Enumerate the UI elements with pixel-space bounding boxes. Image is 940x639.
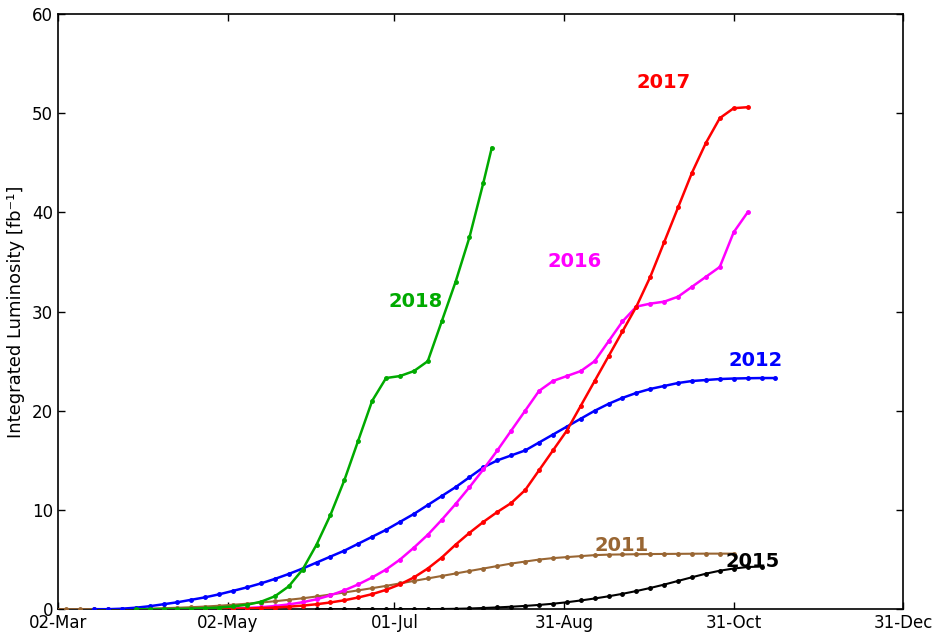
Y-axis label: Integrated Luminosity [fb⁻¹]: Integrated Luminosity [fb⁻¹] [7, 185, 25, 438]
Text: 2011: 2011 [595, 535, 649, 555]
Text: 2015: 2015 [726, 551, 779, 571]
Text: 2017: 2017 [636, 73, 691, 93]
Text: 2012: 2012 [728, 351, 782, 370]
Text: 2018: 2018 [389, 291, 443, 311]
Text: 2016: 2016 [547, 252, 602, 271]
